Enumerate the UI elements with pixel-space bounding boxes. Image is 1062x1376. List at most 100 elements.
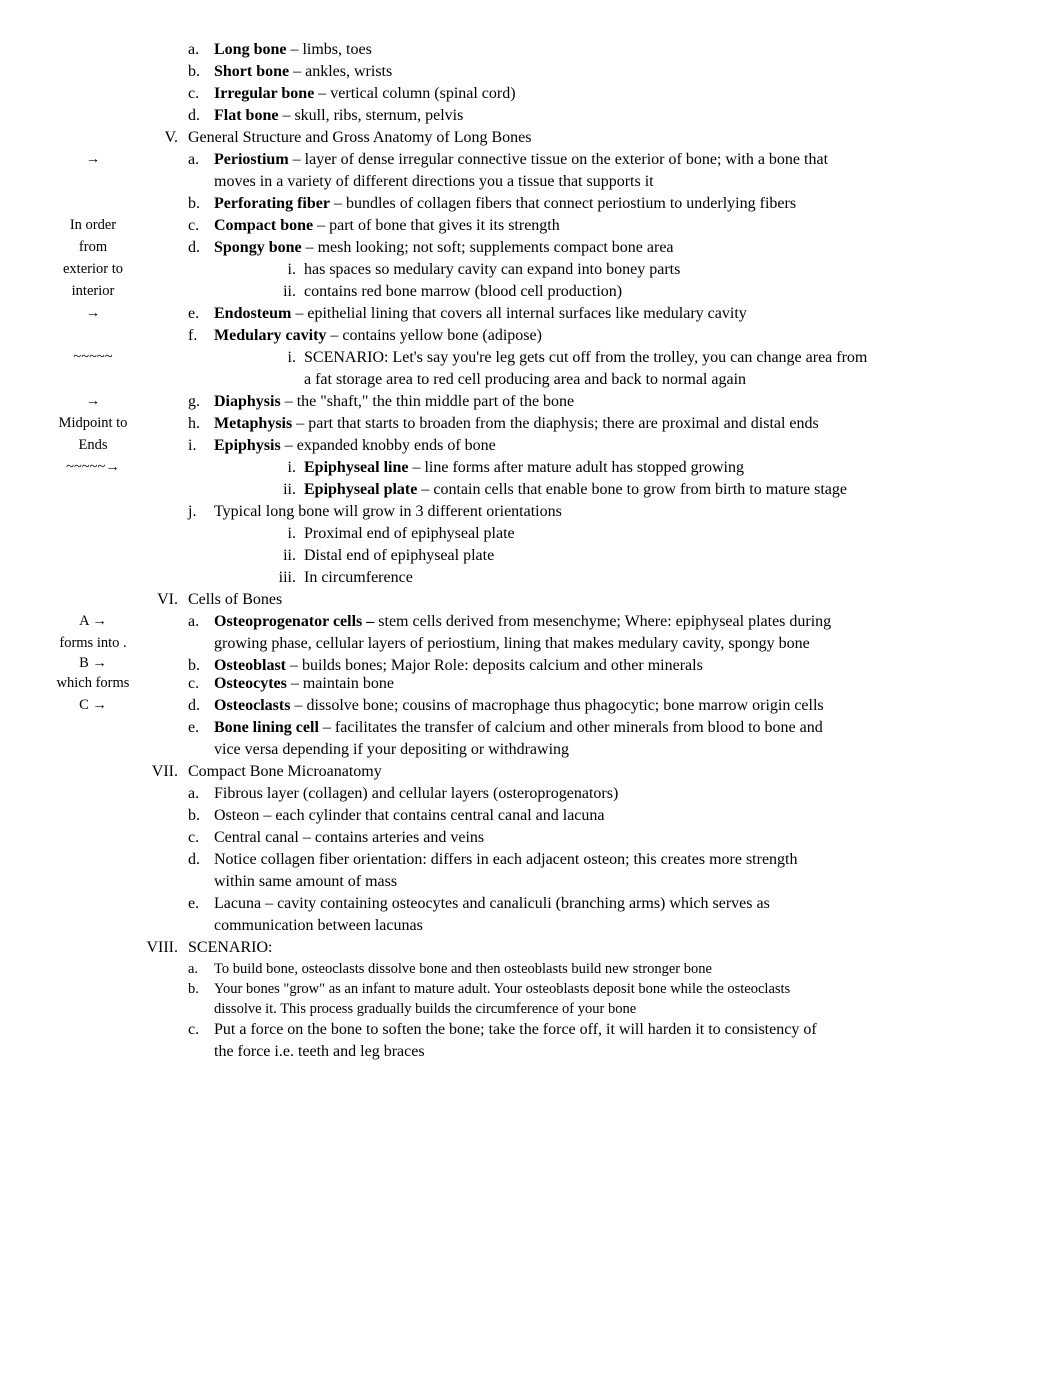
rest: stem cells derived from mesenchyme; Wher… bbox=[374, 613, 831, 630]
heading-text: Cells of Bones bbox=[188, 590, 1012, 610]
item-VII-a: a. Fibrous layer (collagen) and cellular… bbox=[50, 784, 1012, 804]
term: Osteoclasts bbox=[214, 697, 290, 714]
marker: b. bbox=[188, 656, 214, 676]
margin-which-forms-line: which forms c. Osteocytes – maintain bon… bbox=[50, 674, 1012, 694]
text: Osteon – each cylinder that contains cen… bbox=[214, 806, 1012, 826]
marker: e. bbox=[188, 894, 214, 914]
text: has spaces so medulary cavity can expand… bbox=[304, 260, 680, 280]
item-VIII-b-cont: dissolve it. This process gradually buil… bbox=[50, 1000, 1012, 1018]
sub-marker: i. bbox=[274, 458, 304, 478]
item-VII-c: c. Central canal – contains arteries and… bbox=[50, 828, 1012, 848]
marker: a. bbox=[188, 612, 214, 632]
sub-marker: iii. bbox=[274, 568, 304, 588]
rest: – epithelial lining that covers all inte… bbox=[291, 305, 746, 322]
text: Diaphysis – the "shaft," the thin middle… bbox=[214, 392, 1012, 412]
text: the force i.e. teeth and leg braces bbox=[214, 1042, 1012, 1062]
item-V-c: In order c. Compact bone – part of bone … bbox=[50, 216, 1012, 236]
marker: c. bbox=[188, 216, 214, 236]
text: Osteoprogenator cells – stem cells deriv… bbox=[214, 612, 1012, 632]
text: Osteocytes – maintain bone bbox=[214, 674, 1012, 694]
text: Fibrous layer (collagen) and cellular la… bbox=[214, 784, 1012, 804]
term: Short bone bbox=[214, 63, 289, 80]
term: Epiphyseal plate bbox=[304, 481, 417, 498]
rest: – facilitates the transfer of calcium an… bbox=[319, 719, 823, 736]
item-V-j-iii: iii. In circumference bbox=[50, 568, 1012, 588]
term: Medulary cavity bbox=[214, 327, 326, 344]
term: Periostium bbox=[214, 151, 289, 168]
heading-text: Compact Bone Microanatomy bbox=[188, 762, 1012, 782]
rest: – contains yellow bone (adipose) bbox=[326, 327, 542, 344]
item-VI-a: A → a. Osteoprogenator cells – stem cell… bbox=[50, 612, 1012, 632]
text: Compact bone – part of bone that gives i… bbox=[214, 216, 1012, 236]
term: Irregular bone bbox=[214, 85, 314, 102]
item-V-i-ii: ii. Epiphyseal plate – contain cells tha… bbox=[50, 480, 1012, 500]
text: Epiphysis – expanded knobby ends of bone bbox=[214, 436, 1012, 456]
margin-A: A → bbox=[50, 612, 140, 630]
text: Lacuna – cavity containing osteocytes an… bbox=[214, 894, 1012, 914]
text: growing phase, cellular layers of perios… bbox=[214, 634, 1012, 654]
item-VIII-b: b. Your bones "grow" as an infant to mat… bbox=[50, 980, 1012, 998]
item-V-f-i: ~~~~~ i. SCENARIO: Let's say you're leg … bbox=[50, 348, 1012, 368]
text: Endosteum – epithelial lining that cover… bbox=[214, 304, 1012, 324]
item-IV-d: d. Flat bone – skull, ribs, sternum, pel… bbox=[50, 106, 1012, 126]
item-V-h: Midpoint to h. Metaphysis – part that st… bbox=[50, 414, 1012, 434]
item-VI-e-cont: vice versa depending if your depositing … bbox=[50, 740, 1012, 760]
rest: – skull, ribs, sternum, pelvis bbox=[278, 107, 463, 124]
marker: j. bbox=[188, 502, 214, 522]
roman: V. bbox=[140, 128, 188, 148]
item-VII-d-cont: within same amount of mass bbox=[50, 872, 1012, 892]
text: In circumference bbox=[304, 568, 413, 588]
term: Spongy bone bbox=[214, 239, 302, 256]
term: Bone lining cell bbox=[214, 719, 319, 736]
margin-which: which forms bbox=[50, 674, 140, 692]
marker: c. bbox=[188, 1020, 214, 1040]
margin-arrow: → bbox=[50, 392, 140, 410]
rest: – line forms after mature adult has stop… bbox=[408, 459, 743, 476]
marker: d. bbox=[188, 696, 214, 716]
item-V-j: j. Typical long bone will grow in 3 diff… bbox=[50, 502, 1012, 522]
term: Metaphysis bbox=[214, 415, 292, 432]
text: communication between lacunas bbox=[214, 916, 1012, 936]
item-VI-b: B → b. Osteoblast – builds bones; Major … bbox=[50, 656, 1012, 676]
term: Osteoprogenator cells – bbox=[214, 613, 374, 630]
text: moves in a variety of different directio… bbox=[214, 172, 1012, 192]
item-V-e: → e. Endosteum – epithelial lining that … bbox=[50, 304, 1012, 324]
marker: a. bbox=[188, 784, 214, 804]
heading-text: General Structure and Gross Anatomy of L… bbox=[188, 128, 1012, 148]
text: Epiphyseal line – line forms after matur… bbox=[304, 458, 744, 478]
text: Your bones "grow" as an infant to mature… bbox=[214, 980, 1012, 998]
item-V-a-cont: moves in a variety of different directio… bbox=[50, 172, 1012, 192]
item-V-i: Ends i. Epiphysis – expanded knobby ends… bbox=[50, 436, 1012, 456]
marker: b. bbox=[188, 806, 214, 826]
sub-marker: ii. bbox=[274, 546, 304, 566]
rest: – bundles of collagen fibers that connec… bbox=[330, 195, 796, 212]
item-IV-b: b. Short bone – ankles, wrists bbox=[50, 62, 1012, 82]
text: Epiphyseal plate – contain cells that en… bbox=[304, 480, 847, 500]
margin-B: B → bbox=[50, 656, 136, 671]
margin-exterior: exterior to bbox=[50, 260, 140, 278]
item-VI-e: e. Bone lining cell – facilitates the tr… bbox=[50, 718, 1012, 738]
text: Proximal end of epiphyseal plate bbox=[304, 524, 515, 544]
margin-tilde: ~~~~~ bbox=[50, 348, 140, 366]
text: Medulary cavity – contains yellow bone (… bbox=[214, 326, 1012, 346]
item-VIII-c-cont: the force i.e. teeth and leg braces bbox=[50, 1042, 1012, 1062]
text: Metaphysis – part that starts to broaden… bbox=[214, 414, 1012, 434]
text: Central canal – contains arteries and ve… bbox=[214, 828, 1012, 848]
marker: b. bbox=[188, 980, 214, 998]
margin-tilde-arrow: ~~~~~→ bbox=[50, 458, 140, 476]
marker: b. bbox=[188, 194, 214, 214]
text: within same amount of mass bbox=[214, 872, 1012, 892]
item-V-j-i: i. Proximal end of epiphyseal plate bbox=[50, 524, 1012, 544]
item-VII-d: d. Notice collagen fiber orientation: di… bbox=[50, 850, 1012, 870]
term: Long bone bbox=[214, 41, 286, 58]
rest: – layer of dense irregular connective ti… bbox=[289, 151, 828, 168]
rest: – limbs, toes bbox=[286, 41, 371, 58]
marker: c. bbox=[188, 674, 214, 694]
margin-forms: forms into . bbox=[50, 634, 140, 652]
text: To build bone, osteoclasts dissolve bone… bbox=[214, 960, 1012, 978]
item-VI-a-cont: forms into . growing phase, cellular lay… bbox=[50, 634, 1012, 654]
roman: VII. bbox=[140, 762, 188, 782]
term: Compact bone bbox=[214, 217, 313, 234]
item-V-f-i-cont: a fat storage area to red cell producing… bbox=[50, 370, 1012, 390]
marker: a. bbox=[188, 960, 214, 978]
